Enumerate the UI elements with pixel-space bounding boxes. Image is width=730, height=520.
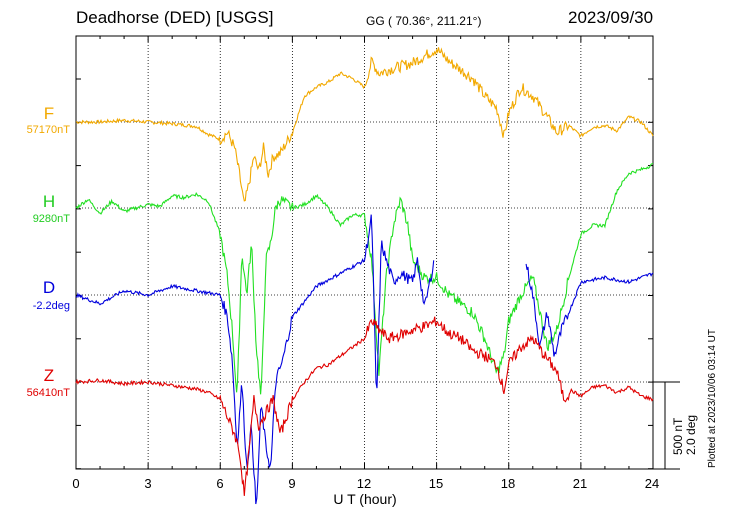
plotted-timestamp: Plotted at 2023/10/06 03:14 UT (707, 329, 718, 468)
series-line-z (75, 316, 654, 496)
date-label: 2023/09/30 (568, 8, 654, 27)
x-tick-18: 18 (500, 476, 516, 491)
station-title: Deadhorse (DED) [USGS] (76, 8, 274, 27)
x-axis-label: U T (hour) (333, 491, 397, 507)
coordinates-label: GG ( 70.36°, 211.21°) (366, 14, 482, 28)
scale-deg-label: 2.0 deg (684, 414, 698, 455)
scale-nt-label: 500 nT (671, 417, 685, 455)
channel-label-f: F (43, 104, 55, 123)
scale-bar (653, 381, 680, 470)
x-tick-0: 0 (72, 476, 80, 491)
x-tick-24: 24 (644, 476, 660, 491)
series-line-d (75, 214, 654, 505)
x-tick-9: 9 (288, 476, 296, 491)
channel-label-z: Z (43, 366, 55, 385)
x-tick-15: 15 (428, 476, 444, 491)
baseline-z: 56410nT (26, 387, 70, 399)
grid-lines (76, 36, 653, 469)
x-tick-12: 12 (356, 476, 372, 491)
baseline-h: 9280nT (32, 213, 70, 225)
series-line-h (75, 162, 654, 395)
series-lines (75, 47, 654, 505)
channel-label-h: H (42, 192, 56, 211)
baseline-f: 57170nT (26, 124, 70, 136)
series-line-f (75, 47, 654, 202)
x-tick-6: 6 (216, 476, 224, 491)
channel-label-d: D (42, 278, 56, 297)
x-tick-3: 3 (144, 476, 152, 491)
x-tick-21: 21 (572, 476, 588, 491)
baseline-d: -2.2deg (32, 300, 70, 312)
